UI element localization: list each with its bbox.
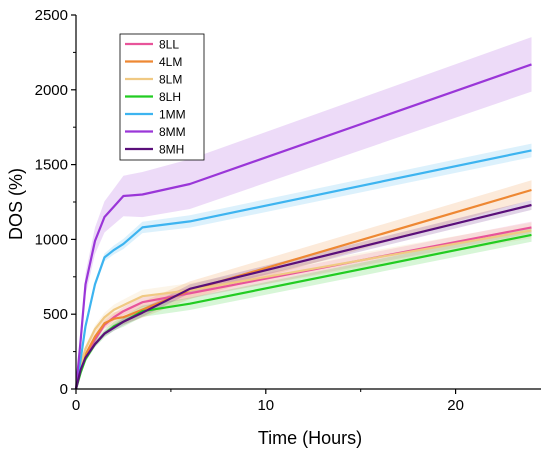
legend-label-8lm: 8LM xyxy=(159,73,182,87)
legend-label-8mh: 8MH xyxy=(159,143,184,157)
x-tick-label-0: 0 xyxy=(72,397,80,414)
x-axis-title: Time (Hours) xyxy=(258,428,362,448)
series-line-8mh xyxy=(74,203,532,390)
y-tick-label-2500: 2500 xyxy=(35,7,68,24)
legend-label-1mm: 1MM xyxy=(159,108,186,122)
y-tick-label-0: 0 xyxy=(60,381,68,398)
series-line-8lm xyxy=(74,229,532,390)
y-tick-label-2000: 2000 xyxy=(35,82,68,99)
series-line-1mm xyxy=(74,149,532,390)
band-8mm xyxy=(76,37,532,389)
band-1mm xyxy=(76,143,532,389)
series-line-8mm xyxy=(74,63,532,390)
axis-ticks: 0 10 20 0 500 1000 1500 2000 2500 xyxy=(35,7,464,414)
legend: 8LL 4LM 8LM 8LH 1MM 8MM 8MH xyxy=(119,33,205,161)
y-axis-title: DOS (%) xyxy=(6,168,26,240)
series-lines xyxy=(74,63,532,390)
x-tick-label-10: 10 xyxy=(257,397,274,414)
legend-label-8ll: 8LL xyxy=(159,38,179,52)
band-8mh xyxy=(76,200,532,389)
legend-label-4lm: 4LM xyxy=(159,55,182,69)
legend-label-8lh: 8LH xyxy=(159,90,181,104)
legend-label-8mm: 8MM xyxy=(159,125,186,139)
y-tick-label-1000: 1000 xyxy=(35,231,68,248)
y-tick-label-1500: 1500 xyxy=(35,157,68,174)
y-tick-label-500: 500 xyxy=(43,306,68,323)
x-tick-label-20: 20 xyxy=(447,397,464,414)
